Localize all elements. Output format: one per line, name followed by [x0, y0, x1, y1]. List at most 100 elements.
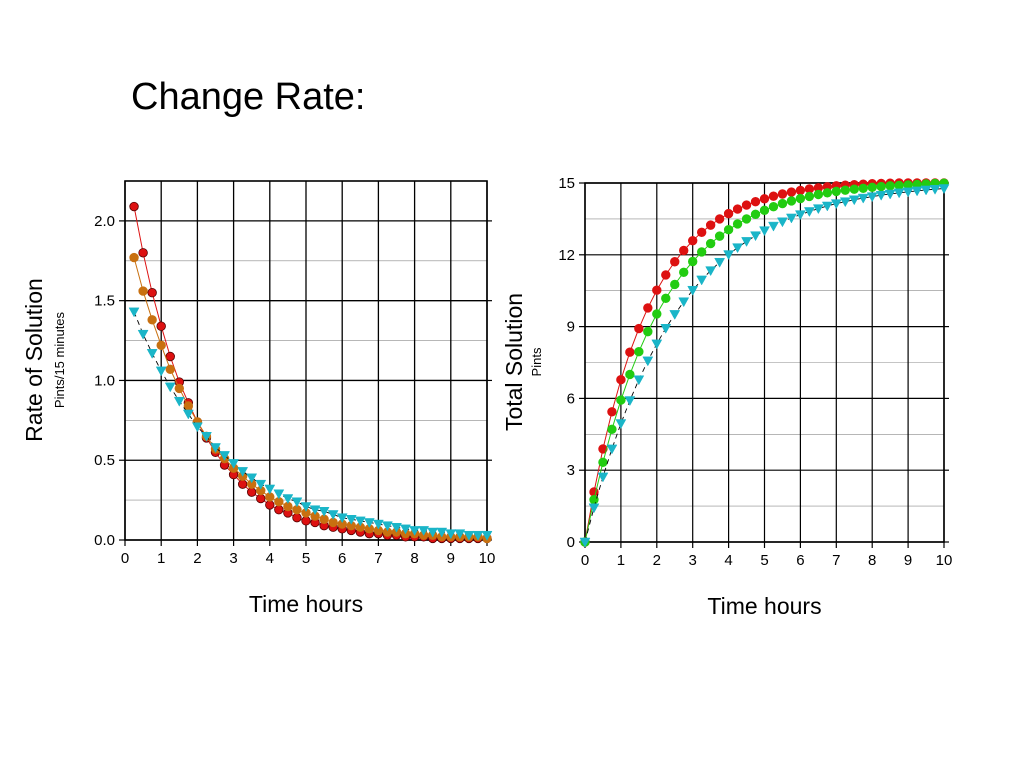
- data-point: [138, 286, 148, 296]
- data-point: [894, 180, 904, 191]
- x-tick-label: 8: [410, 550, 418, 567]
- data-point: [866, 192, 878, 203]
- data-point: [138, 248, 148, 258]
- data-point: [714, 214, 725, 224]
- data-point: [741, 200, 752, 210]
- data-point: [463, 530, 475, 541]
- data-point: [597, 472, 609, 483]
- x-tick-label: 3: [689, 552, 697, 569]
- data-point: [831, 186, 842, 197]
- data-point: [768, 221, 779, 232]
- data-point: [938, 184, 950, 195]
- data-point: [723, 208, 734, 219]
- data-point: [875, 190, 887, 201]
- data-point: [661, 270, 671, 280]
- x-tick-label: 0: [121, 550, 129, 567]
- data-point: [391, 522, 402, 533]
- data-point: [750, 209, 761, 220]
- data-point: [246, 473, 258, 484]
- data-point: [327, 510, 339, 520]
- x-tick-label: 2: [653, 552, 661, 569]
- data-point: [400, 524, 411, 535]
- data-point: [794, 210, 806, 221]
- data-point: [137, 329, 149, 340]
- y-tick-label: 0: [567, 534, 575, 551]
- series-3: [579, 184, 950, 548]
- data-point: [219, 451, 230, 461]
- data-point: [849, 184, 859, 194]
- data-point: [481, 530, 493, 541]
- data-point: [191, 422, 203, 433]
- data-point: [696, 275, 708, 286]
- y-axis-subtitle: Pints/15 minutes: [52, 311, 67, 408]
- data-point: [786, 187, 797, 197]
- x-axis-title: Time hours: [249, 591, 363, 617]
- data-point: [660, 324, 672, 334]
- data-point: [336, 513, 348, 524]
- data-point: [354, 516, 366, 527]
- data-point: [409, 526, 421, 536]
- data-point: [741, 237, 752, 247]
- data-point: [282, 494, 294, 505]
- data-point: [607, 407, 617, 417]
- data-point: [705, 220, 716, 230]
- x-tick-label: 1: [157, 550, 165, 567]
- data-point: [821, 201, 833, 212]
- data-point: [759, 194, 770, 204]
- series-3: [128, 307, 493, 541]
- data-point: [363, 518, 375, 528]
- data-point: [418, 526, 430, 536]
- data-point: [643, 303, 653, 313]
- data-point: [867, 182, 877, 193]
- data-point: [643, 326, 653, 337]
- y-tick-label: 9: [567, 319, 575, 336]
- data-point: [264, 484, 276, 495]
- data-point: [723, 224, 734, 235]
- data-point: [651, 339, 663, 350]
- data-point: [670, 257, 680, 267]
- data-point: [445, 529, 457, 540]
- data-point: [652, 285, 662, 295]
- data-point: [318, 507, 330, 517]
- x-tick-label: 7: [832, 552, 840, 569]
- data-point: [228, 459, 240, 469]
- data-point: [634, 323, 644, 334]
- data-point: [786, 213, 797, 224]
- x-tick-label: 10: [936, 552, 953, 569]
- data-point: [427, 527, 439, 538]
- data-point: [920, 185, 932, 196]
- data-point: [616, 375, 626, 385]
- data-point: [813, 189, 824, 200]
- data-point: [607, 424, 617, 434]
- data-point: [714, 257, 726, 268]
- data-point: [812, 204, 824, 215]
- data-point: [848, 195, 860, 206]
- data-point: [129, 201, 139, 212]
- slide-title: Change Rate:: [131, 76, 366, 118]
- data-point: [642, 356, 654, 367]
- x-tick-label: 7: [374, 550, 382, 567]
- x-tick-label: 4: [724, 552, 732, 569]
- data-point: [147, 315, 157, 325]
- data-point: [884, 189, 896, 200]
- data-point: [129, 252, 139, 263]
- data-point: [768, 191, 779, 201]
- data-point: [579, 537, 591, 548]
- data-point: [679, 245, 689, 256]
- data-point: [588, 503, 600, 514]
- data-point: [839, 197, 851, 208]
- data-point: [210, 443, 221, 453]
- data-point: [146, 349, 158, 359]
- data-point: [705, 266, 717, 277]
- data-point: [732, 243, 743, 254]
- data-point: [155, 366, 167, 377]
- y-axis-title: Rate of Solution: [21, 278, 47, 442]
- data-point: [273, 489, 285, 500]
- x-tick-label: 9: [904, 552, 912, 569]
- y-tick-label: 1.0: [94, 372, 115, 389]
- data-point: [345, 515, 357, 525]
- grid: [584, 182, 945, 543]
- x-tick-label: 6: [338, 550, 346, 567]
- y-axis-subtitle: Pints: [529, 347, 544, 376]
